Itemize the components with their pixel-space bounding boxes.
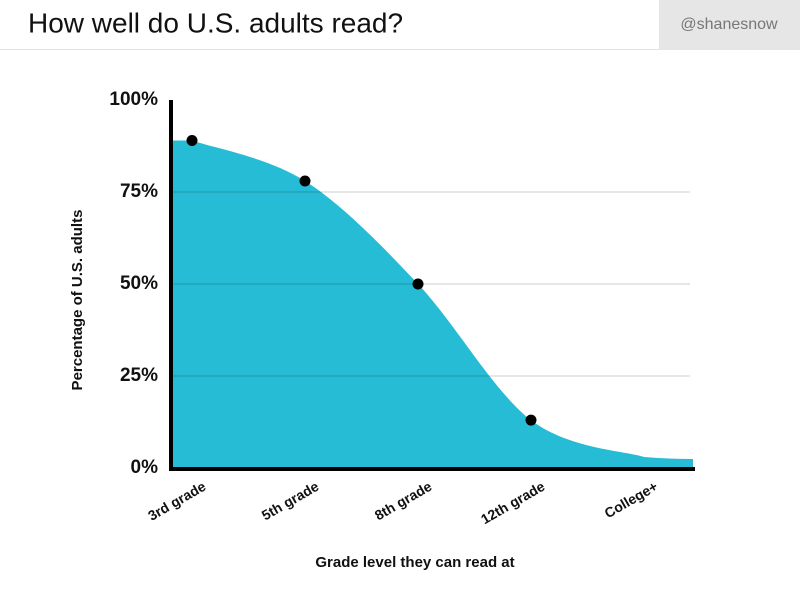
credit-box <box>659 0 800 50</box>
data-point <box>299 175 311 187</box>
y-tick-label: 0% <box>131 457 159 478</box>
x-axis-title: Grade level they can read at <box>315 554 514 571</box>
chart-title: How well do U.S. adults read? <box>28 7 403 38</box>
area <box>172 140 693 469</box>
y-tick-label: 100% <box>109 89 158 110</box>
data-point <box>186 134 198 146</box>
y-tick-label: 75% <box>120 181 158 202</box>
data-point <box>412 278 424 290</box>
credit: @shanesnow <box>680 16 778 33</box>
y-tick-label: 50% <box>120 273 158 294</box>
y-axis-title: Percentage of U.S. adults <box>69 210 86 391</box>
y-tick-label: 25% <box>120 365 158 386</box>
data-point <box>525 414 537 426</box>
